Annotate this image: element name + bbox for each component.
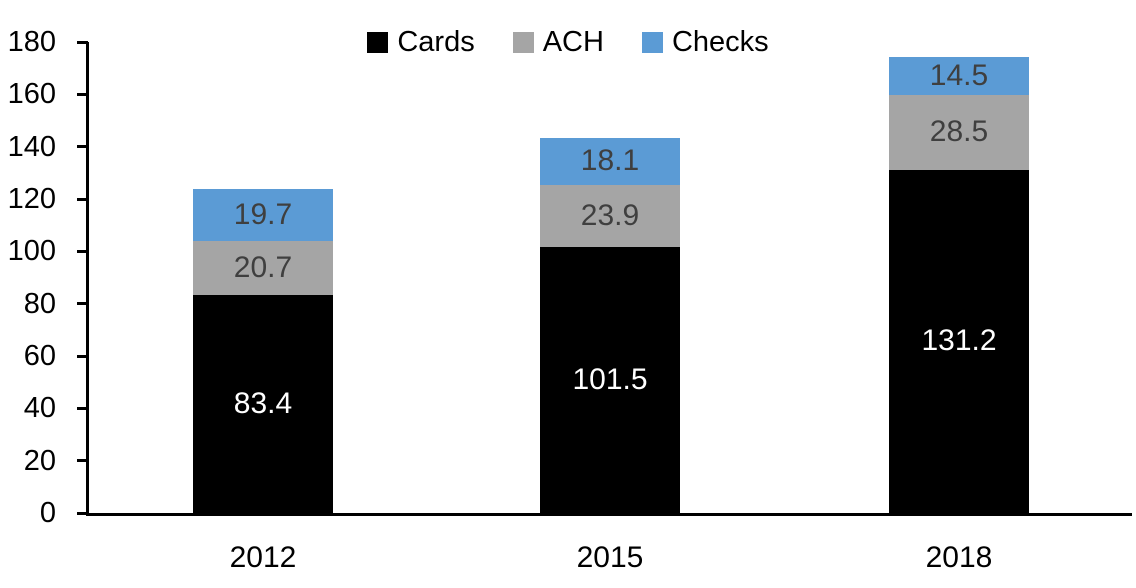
y-axis-line (86, 42, 89, 516)
data-label-checks-2018: 14.5 (929, 59, 989, 93)
legend-swatch-icon (512, 32, 534, 53)
data-label-checks-2015: 18.1 (580, 144, 640, 178)
bar-segment-ach-2015: 23.9 (540, 184, 680, 248)
legend: Cards ACH Checks (0, 28, 1136, 57)
x-axis-line (86, 513, 1132, 516)
y-axis-tick (77, 92, 88, 96)
legend-label: Checks (671, 26, 769, 58)
data-label-checks-2012: 19.7 (233, 197, 293, 231)
data-label-cards-2015: 101.5 (572, 363, 648, 397)
y-axis-tick-label: 60 (23, 340, 56, 372)
data-label-ach-2012: 20.7 (233, 250, 293, 284)
y-axis-tick (77, 354, 88, 358)
bar-segment-ach-2012: 20.7 (193, 240, 333, 295)
bar-segment-cards-2012: 83.4 (193, 294, 333, 513)
bar-segment-cards-2015: 101.5 (540, 247, 680, 513)
legend-item-ach: ACH (512, 26, 604, 58)
y-axis-tick (77, 249, 88, 253)
y-axis-tick (77, 40, 88, 44)
data-label-cards-2012: 83.4 (233, 386, 293, 420)
y-axis-tick-label: 100 (7, 235, 56, 268)
data-label-cards-2018: 131.2 (921, 324, 997, 358)
y-axis-tick-label: 160 (7, 78, 56, 111)
bar-segment-checks-2015: 18.1 (540, 137, 680, 185)
y-axis-tick-label: 180 (7, 26, 56, 58)
data-label-ach-2015: 23.9 (580, 199, 640, 233)
y-axis-tick (77, 302, 88, 306)
y-axis-tick-label: 80 (23, 287, 56, 320)
y-axis-tick (77, 511, 88, 515)
y-axis-tick (77, 459, 88, 463)
y-axis-tick (77, 145, 88, 149)
bar-segment-cards-2018: 131.2 (889, 169, 1029, 513)
y-axis-tick-label: 0 (39, 497, 56, 529)
legend-label: ACH (542, 26, 604, 58)
y-axis-tick-label: 140 (7, 130, 56, 163)
data-label-ach-2018: 28.5 (929, 115, 989, 149)
y-axis-tick-label: 120 (7, 183, 56, 215)
y-axis-tick (77, 197, 88, 201)
legend-swatch-icon (641, 32, 663, 53)
bar-segment-ach-2018: 28.5 (889, 95, 1029, 170)
legend-item-cards: Cards (367, 26, 475, 58)
legend-label: Cards (397, 26, 475, 58)
y-axis-tick-label: 20 (23, 444, 56, 477)
x-axis-label-2015: 2015 (576, 541, 644, 574)
bar-segment-checks-2018: 14.5 (889, 57, 1029, 96)
bar-segment-checks-2012: 19.7 (193, 189, 333, 241)
x-axis-label-2018: 2018 (925, 541, 993, 574)
legend-item-checks: Checks (641, 26, 769, 58)
y-axis-tick (77, 406, 88, 410)
x-axis-label-2012: 2012 (229, 541, 297, 574)
legend-swatch-icon (367, 32, 389, 53)
y-axis-tick-label: 40 (23, 392, 56, 425)
